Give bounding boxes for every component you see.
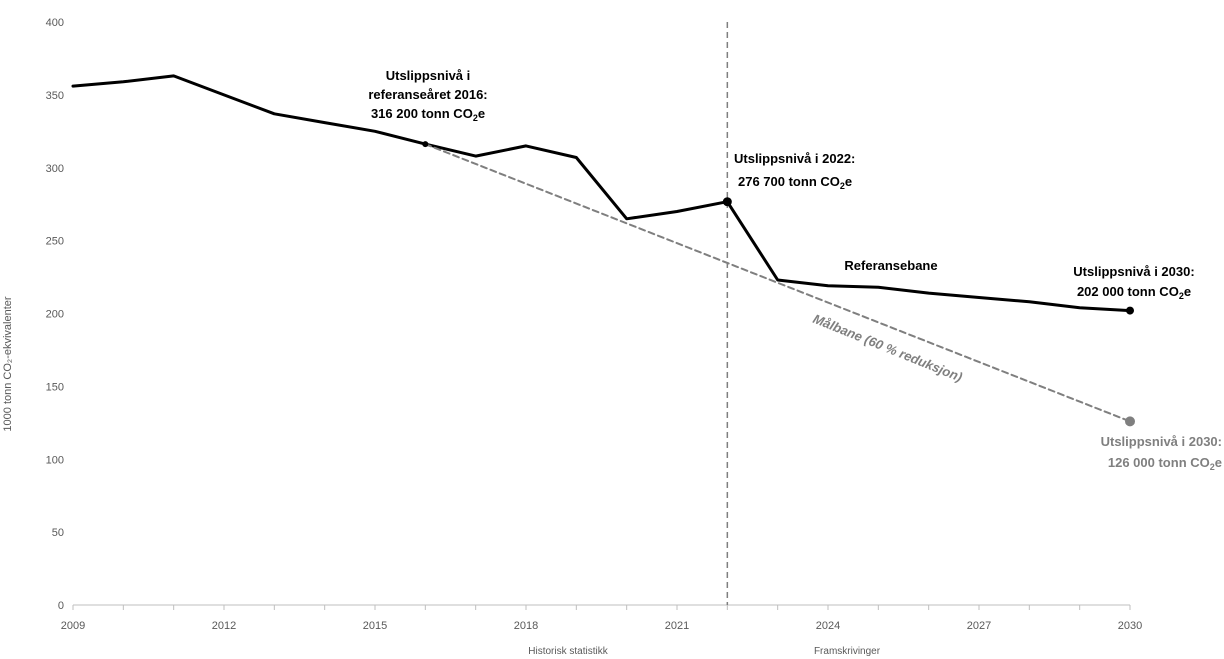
section-label-historical: Historisk statistikk [528,646,608,657]
x-ticks: 2009 2012 2015 2018 2021 2024 2027 2030 [61,605,1142,632]
annotation-level-2022: Utslippsnivå i 2022: 276 700 tonn CO2e [734,151,855,191]
data-point-marker [1126,306,1134,315]
y-tick-label: 150 [46,381,64,393]
data-point-marker [422,141,429,148]
svg-text:126 000 tonn CO2e: 126 000 tonn CO2e [1108,455,1222,472]
y-tick-label: 400 [46,17,64,29]
x-tick-label: 2018 [514,620,538,632]
y-tick-label: 200 [46,309,64,321]
x-tick-label: 2012 [212,620,236,632]
data-point-marker [1125,416,1135,427]
x-tick-label: 2021 [665,620,689,632]
svg-text:referanseåret 2016:: referanseåret 2016: [368,87,487,102]
data-point-marker [722,197,732,207]
series-line-malbane [424,143,1131,423]
svg-text:Utslippsnivå i 2022:: Utslippsnivå i 2022: [734,151,855,166]
y-tick-label: 100 [46,454,64,466]
svg-text:Utslippsnivå i 2030:: Utslippsnivå i 2030: [1101,434,1222,449]
series-line-referansebane [71,74,1132,313]
x-tick-label: 2030 [1118,620,1142,632]
x-tick-label: 2015 [363,620,387,632]
y-tick-label: 250 [46,236,64,248]
y-ticks: 0 50 100 150 200 250 300 350 400 [46,17,64,612]
section-label-projection: Framskrivinger [814,646,881,657]
y-tick-label: 300 [46,163,64,175]
y-tick-label: 0 [58,600,64,612]
annotation-level-2030: Utslippsnivå i 2030: 202 000 tonn CO2e [1073,264,1194,301]
svg-text:Utslippsnivå i 2030:: Utslippsnivå i 2030: [1073,264,1194,279]
svg-text:276 700 tonn CO2e: 276 700 tonn CO2e [738,174,852,191]
x-tick-label: 2024 [816,620,840,632]
y-tick-label: 50 [52,527,64,539]
y-axis-title: 1000 tonn CO₂-ekvivalenter [2,296,14,431]
y-tick-label: 350 [46,90,64,102]
svg-text:316 200 tonn CO2e: 316 200 tonn CO2e [371,106,485,123]
x-tick-label: 2027 [967,620,991,632]
svg-text:202 000 tonn CO2e: 202 000 tonn CO2e [1077,284,1191,301]
svg-text:Utslippsnivå i: Utslippsnivå i [386,68,471,83]
x-tick-label: 2009 [61,620,85,632]
annotation-target-2030: Utslippsnivå i 2030: 126 000 tonn CO2e [1101,434,1222,472]
annotation-ref-2016: Utslippsnivå i referanseåret 2016: 316 2… [368,68,487,123]
referansebane-label: Referansebane [844,258,937,273]
